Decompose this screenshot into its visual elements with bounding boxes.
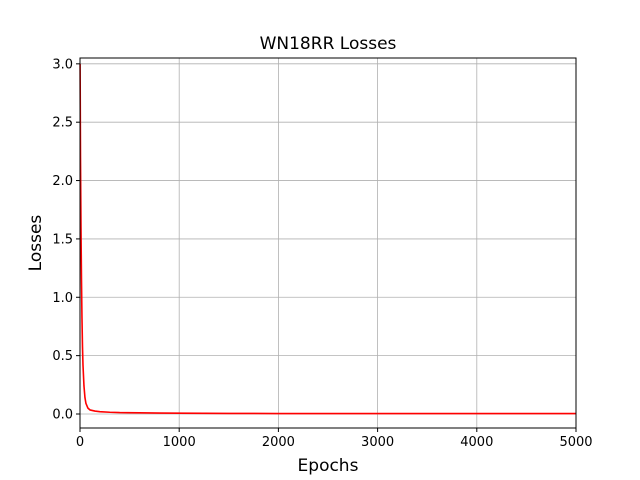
plot-frame (79, 57, 577, 429)
x-tick-label: 0 (76, 435, 84, 450)
ticks: 0 1000 2000 3000 4000 5000 0.0 0.5 1.0 1.5 2.0 2.5 3… (52, 57, 592, 450)
y-tick-label: 1.5 (52, 232, 73, 247)
y-tick-label: 3.0 (52, 57, 73, 72)
x-tick-label: 2000 (262, 435, 295, 450)
loss-series-line (79, 63, 576, 415)
y-tick-label: 0.0 (52, 407, 73, 422)
y-axis-label: Losses (26, 215, 46, 272)
y-tick-label: 1.0 (52, 291, 73, 306)
series-layer (79, 63, 576, 415)
x-tick-label: 3000 (361, 435, 394, 450)
chart-title: WN18RR Losses (260, 34, 397, 54)
y-tick-label: 2.5 (52, 116, 73, 131)
x-tick-label: 5000 (559, 435, 592, 450)
x-tick-label: 1000 (163, 435, 196, 450)
y-tick-label: 2.0 (52, 174, 73, 189)
grid (79, 58, 577, 428)
x-axis-label: Epochs (298, 456, 359, 476)
x-tick-label: 4000 (460, 435, 493, 450)
y-tick-label: 0.5 (52, 349, 73, 364)
